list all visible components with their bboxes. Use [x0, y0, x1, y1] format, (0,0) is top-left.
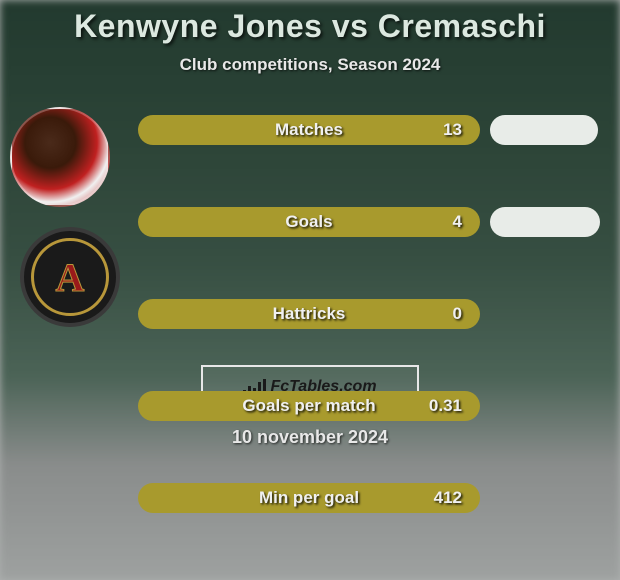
stat-value-left: 0.31	[429, 396, 462, 416]
stat-value-left: 412	[434, 488, 462, 508]
stat-bar-left: 13	[138, 115, 480, 145]
stat-bar-right	[490, 207, 600, 237]
stat-bar-left: 0.31	[138, 391, 480, 421]
stat-bar-left: 0	[138, 299, 480, 329]
stat-bar-left: 412	[138, 483, 480, 513]
comparison-title: Kenwyne Jones vs Cremaschi	[0, 8, 620, 45]
stats-chart: A 13Matches4Goals0Hattricks0.31Goals per…	[0, 107, 620, 347]
snapshot-date: 10 november 2024	[0, 427, 620, 448]
stat-row: 0.31Goals per match	[0, 383, 620, 429]
stat-row: 4Goals	[0, 199, 620, 245]
stat-bar-left: 4	[138, 207, 480, 237]
comparison-subtitle: Club competitions, Season 2024	[0, 55, 620, 75]
stat-rows-container: 13Matches4Goals0Hattricks0.31Goals per m…	[0, 107, 620, 337]
stat-value-left: 4	[453, 212, 462, 232]
stat-row: 0Hattricks	[0, 291, 620, 337]
stat-row: 13Matches	[0, 107, 620, 153]
content-wrapper: Kenwyne Jones vs Cremaschi Club competit…	[0, 0, 620, 580]
stat-row: 412Min per goal	[0, 475, 620, 521]
stat-bar-right	[490, 115, 598, 145]
stat-value-left: 13	[443, 120, 462, 140]
stat-value-left: 0	[453, 304, 462, 324]
